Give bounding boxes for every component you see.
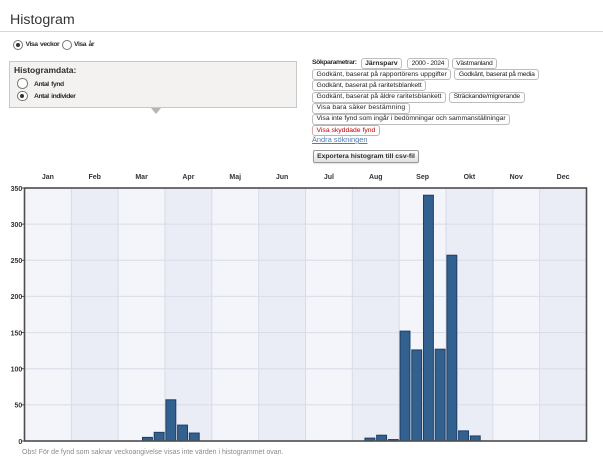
svg-text:Jan: Jan [42, 174, 54, 181]
svg-text:100: 100 [11, 367, 23, 374]
svg-text:Sep: Sep [416, 174, 429, 181]
svg-text:Maj: Maj [229, 174, 241, 181]
svg-text:50: 50 [15, 403, 23, 410]
svg-text:150: 150 [11, 330, 23, 337]
svg-text:Mar: Mar [135, 174, 148, 181]
svg-text:Aug: Aug [369, 174, 383, 181]
svg-text:250: 250 [11, 258, 23, 265]
svg-text:Dec: Dec [557, 174, 570, 181]
svg-text:Okt: Okt [464, 174, 476, 181]
svg-text:Jul: Jul [324, 174, 334, 181]
svg-text:Jun: Jun [276, 174, 288, 181]
svg-text:Nov: Nov [510, 174, 523, 181]
svg-text:350: 350 [11, 186, 23, 193]
svg-text:Apr: Apr [182, 174, 194, 181]
svg-text:200: 200 [11, 294, 23, 301]
svg-text:0: 0 [18, 439, 22, 446]
svg-text:Feb: Feb [89, 174, 101, 181]
svg-text:300: 300 [11, 222, 23, 229]
